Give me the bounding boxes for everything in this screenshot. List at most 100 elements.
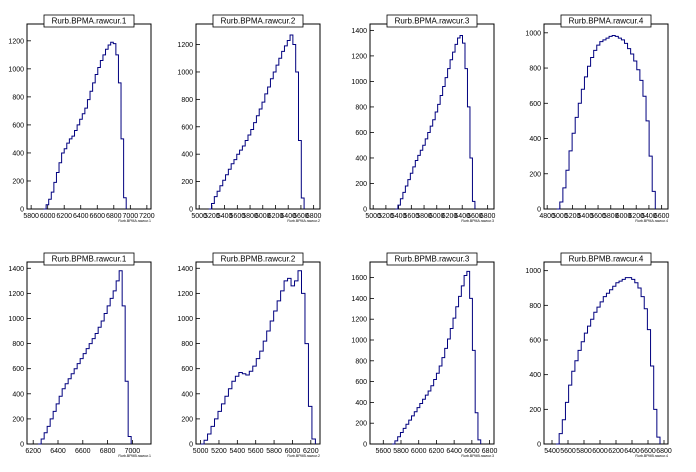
x-axis-label: Rurb.BPMB.rawcur.2 [287, 454, 320, 458]
plot-title: Rurb.BPMB.rawcur.3 [395, 255, 470, 264]
y-tick-label: 1400 [8, 266, 24, 273]
x-tick-label: 6400 [624, 448, 640, 455]
y-tick-label: 400 [355, 155, 367, 162]
histogram-line [392, 270, 482, 445]
y-tick-label: 600 [355, 130, 367, 137]
x-tick-label: 6000 [616, 213, 632, 220]
histogram-panel-2: Rurb.BPMA.rawcur.2 0 200 400 600 800 1000 1200 5… [177, 14, 322, 223]
x-axis-label: Rurb.BPMA.rawcur.4 [635, 219, 668, 223]
x-tick-label: 6400 [280, 213, 296, 220]
y-tick-label: 1000 [525, 268, 541, 275]
y-tick-label: 600 [12, 366, 24, 373]
x-tick-label: 5400 [391, 213, 407, 220]
y-tick-label: 400 [12, 391, 24, 398]
x-tick-label: 6000 [592, 448, 608, 455]
y-tick-label: 0 [20, 207, 24, 214]
histogram-panel-3: Rurb.BPMA.rawcur.3 0 200 400 600 800 1000 1200 1… [351, 14, 496, 223]
x-tick-label: 4800 [539, 213, 555, 220]
x-tick-label: 5400 [230, 448, 246, 455]
plot-title-box [560, 14, 652, 28]
plot-title: Rurb.BPMB.rawcur.1 [52, 255, 127, 264]
y-tick-label: 800 [181, 97, 193, 104]
plot-title-box [560, 252, 652, 266]
y-tick-label: 600 [529, 101, 541, 108]
y-tick-label: 1200 [351, 317, 367, 324]
x-tick-label: 6000 [429, 213, 445, 220]
plot-title: Rurb.BPMB.rawcur.4 [569, 255, 644, 264]
y-tick-label: 400 [181, 152, 193, 159]
histogram-line [395, 34, 476, 210]
x-tick-label: 6400 [73, 213, 89, 220]
x-axis-label: Rurb.BPMB.rawcur.3 [461, 454, 494, 458]
histogram-panel-6: Rurb.BPMB.rawcur.2 0 200 400 600 800 1000 1200 1… [177, 252, 321, 458]
x-tick-label: 5000 [193, 448, 209, 455]
y-tick-label: 600 [181, 124, 193, 131]
x-tick-label: 5600 [230, 213, 246, 220]
y-tick-label: 1000 [177, 316, 193, 323]
y-tick-label: 0 [363, 442, 367, 449]
x-tick-label: 6000 [255, 213, 271, 220]
y-tick-label: 600 [12, 122, 24, 129]
y-tick-label: 400 [355, 400, 367, 407]
x-tick-label: 5800 [416, 213, 432, 220]
x-tick-label: 5800 [576, 448, 592, 455]
plot-title-box [212, 252, 304, 266]
y-tick-label: 600 [529, 338, 541, 345]
plot-title: Rurb.BPMA.rawcur.4 [569, 17, 644, 26]
x-tick-label: 5800 [266, 448, 282, 455]
x-tick-label: 6600 [293, 213, 309, 220]
x-tick-label: 7200 [139, 213, 155, 220]
x-tick-label: 6200 [25, 448, 41, 455]
y-tick-label: 200 [529, 171, 541, 178]
x-tick-label: 5000 [552, 213, 568, 220]
histogram-line [38, 270, 132, 445]
y-tick-label: 1200 [8, 38, 24, 45]
x-tick-label: 6200 [303, 448, 319, 455]
x-axis-label: Rurb.BPMA.rawcur.3 [461, 219, 494, 223]
x-tick-label: 5200 [565, 213, 581, 220]
y-tick-label: 200 [355, 181, 367, 188]
x-axis-label: Rurb.BPMB.rawcur.1 [118, 454, 151, 458]
plot-title-box [386, 252, 478, 266]
histogram-line [43, 41, 127, 210]
y-tick-label: 200 [355, 421, 367, 428]
x-axis-label: Rurb.BPMB.rawcur.4 [635, 454, 668, 458]
plot-frame [369, 23, 495, 210]
x-tick-label: 5600 [375, 448, 391, 455]
x-tick-label: 6400 [454, 213, 470, 220]
plot-frame [26, 23, 152, 210]
x-tick-label: 6200 [608, 448, 624, 455]
histogram-panel-4: Rurb.BPMA.rawcur.40200400600800100048005… [525, 14, 670, 223]
y-tick-label: 200 [181, 416, 193, 423]
x-tick-label: 6000 [411, 448, 427, 455]
y-tick-label: 400 [529, 136, 541, 143]
x-tick-label: 6600 [89, 213, 105, 220]
y-tick-label: 0 [189, 442, 193, 449]
x-tick-label: 6800 [106, 213, 122, 220]
x-tick-label: 6200 [268, 213, 284, 220]
x-tick-label: 5800 [603, 213, 619, 220]
y-tick-label: 200 [181, 179, 193, 186]
y-tick-label: 800 [355, 358, 367, 365]
histogram-line [556, 277, 661, 445]
histogram-panel-1: Rurb.BPMA.rawcur.1 0 200 400 600 800 1000 1200 5… [8, 14, 155, 223]
y-tick-label: 800 [529, 66, 541, 73]
y-tick-label: 800 [12, 341, 24, 348]
histogram-panel-7: Rurb.BPMB.rawcur.3 0 200 400 600 800 1000 1200 1… [351, 252, 497, 458]
x-tick-label: 6600 [640, 448, 656, 455]
y-tick-label: 400 [181, 391, 193, 398]
y-tick-label: 800 [355, 104, 367, 111]
histogram-line [208, 34, 305, 210]
x-tick-label: 6400 [50, 448, 66, 455]
y-tick-label: 1400 [351, 28, 367, 35]
x-tick-label: 5400 [544, 448, 560, 455]
plot-title: Rurb.BPMB.rawcur.2 [221, 255, 296, 264]
y-tick-label: 800 [529, 303, 541, 310]
y-tick-label: 1600 [351, 275, 367, 282]
x-tick-label: 6600 [75, 448, 91, 455]
x-tick-label: 5800 [393, 448, 409, 455]
y-tick-label: 1000 [525, 30, 541, 37]
x-tick-label: 6600 [654, 213, 670, 220]
x-tick-label: 6800 [480, 213, 496, 220]
